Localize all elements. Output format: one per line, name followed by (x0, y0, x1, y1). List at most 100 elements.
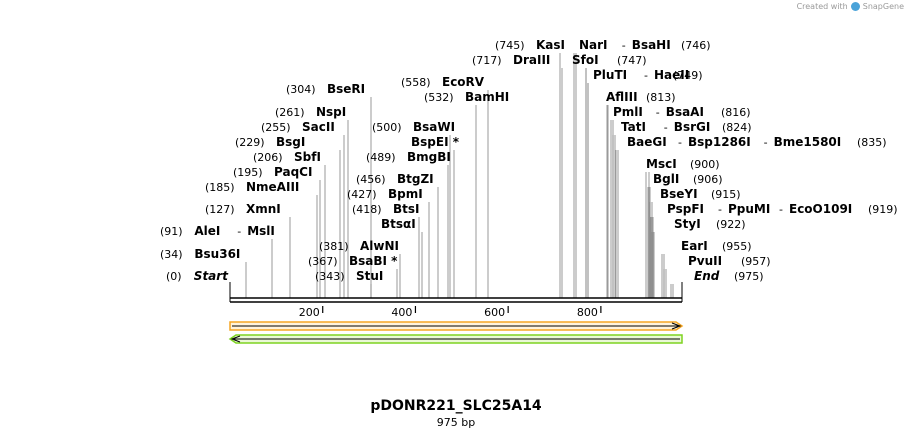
site-label: (922) (716, 218, 746, 231)
site-position: (304) (286, 83, 316, 96)
site-label: BaeGI - Bsp1286I - Bme1580I (627, 135, 841, 149)
name-separator: - (764, 136, 768, 149)
site-position: (343) (315, 270, 345, 283)
site-label: NarI - BsaHI (579, 38, 671, 52)
site-label: (906) (693, 173, 723, 186)
enzyme-name: BpmI (388, 187, 423, 201)
site-position: (91) (160, 225, 183, 238)
enzyme-name: SacII (302, 120, 335, 134)
site-position: (206) (253, 151, 283, 164)
enzyme-name: PmlI (613, 105, 643, 119)
enzyme-name: BsaWI (413, 120, 455, 134)
enzyme-name: AlwNI (360, 239, 399, 253)
site-label: (229) BsgI (235, 135, 305, 149)
site-label: (185) NmeAIII (205, 180, 299, 194)
site-position: (185) (205, 181, 235, 194)
site-position: (745) (495, 39, 525, 52)
site-label: (813) (646, 91, 676, 104)
enzyme-name: PpuMI (728, 202, 770, 216)
orange-feature-head (671, 322, 682, 330)
site-label: (749) (673, 69, 703, 82)
site-label: (955) (722, 240, 752, 253)
enzyme-name: PaqCI (274, 165, 312, 179)
site-position: (229) (235, 136, 265, 149)
site-label: PvuII (688, 254, 722, 268)
enzyme-name: EcoRV (442, 75, 485, 89)
enzyme-name: PspFI (667, 202, 704, 216)
site-label: (127) XmnI (205, 202, 281, 216)
site-position: (906) (693, 173, 723, 186)
site-position: (922) (716, 218, 746, 231)
enzyme-name: BtgZI (397, 172, 434, 186)
site-label: StyI (674, 217, 701, 231)
site-label: (91) AleI - MslI (160, 224, 275, 238)
enzyme-name: BamHI (465, 90, 509, 104)
enzyme-name: Bsu36I (194, 247, 240, 261)
site-position: (34) (160, 248, 183, 261)
site-label: (717) DraIII (472, 53, 550, 67)
enzyme-name: NmeAIII (246, 180, 299, 194)
enzyme-name: AflIII (606, 90, 638, 104)
site-position: (957) (741, 255, 771, 268)
site-label: (746) (681, 39, 711, 52)
name-separator: - (644, 69, 648, 82)
site-position: (747) (617, 54, 647, 67)
site-position: (824) (722, 121, 752, 134)
axis-tick-label: 200 (299, 306, 320, 319)
site-label: PmlI - BsaAI (613, 105, 704, 119)
axis-tick-label: 400 (391, 306, 412, 319)
map-length: 975 bp (436, 416, 476, 429)
enzyme-name: BseRI (327, 82, 365, 96)
name-separator: - (656, 106, 660, 119)
site-position: (489) (366, 151, 396, 164)
site-label: (343) StuI (315, 269, 383, 283)
enzyme-name: Bme1580I (774, 135, 842, 149)
enzyme-name: BtsI (393, 202, 420, 216)
enzyme-name: NarI (579, 38, 608, 52)
site-position: (919) (868, 203, 898, 216)
enzyme-name: BsaBI * (349, 254, 398, 268)
site-label: PspFI - PpuMI - EcoO109I (667, 202, 852, 216)
site-position: (456) (356, 173, 386, 186)
site-label: (0) Start (166, 269, 229, 283)
enzyme-name: Start (194, 269, 229, 283)
site-position: (532) (424, 91, 454, 104)
site-position: (261) (275, 106, 305, 119)
site-label: BtsαI (381, 217, 416, 231)
credit-text: Created with (796, 2, 848, 11)
enzyme-name: SfoI (572, 53, 599, 67)
site-label: (418) BtsI (352, 202, 420, 216)
name-separator: - (718, 203, 722, 216)
site-label: (532) BamHI (424, 90, 509, 104)
site-position: (418) (352, 203, 382, 216)
site-position: (835) (857, 136, 887, 149)
credit-brand: SnapGene (862, 2, 904, 11)
site-position: (915) (711, 188, 741, 201)
name-separator: - (237, 225, 241, 238)
enzyme-name: BsaAI (666, 105, 704, 119)
site-label: (489) BmgBI (366, 150, 451, 164)
site-label: (261) NspI (275, 105, 346, 119)
site-label: TatI - BsrGI (621, 120, 710, 134)
site-label: (747) (617, 54, 647, 67)
site-position: (746) (681, 39, 711, 52)
enzyme-name: XmnI (246, 202, 281, 216)
enzyme-name: StyI (674, 217, 701, 231)
enzyme-name: BaeGI (627, 135, 667, 149)
site-position: (381) (319, 240, 349, 253)
site-label: (456) BtgZI (356, 172, 434, 186)
site-label: (816) (721, 106, 751, 119)
enzyme-name: BtsαI (381, 217, 416, 231)
site-label: EarI (681, 239, 708, 253)
site-label: (915) (711, 188, 741, 201)
enzyme-name: NspI (316, 105, 346, 119)
enzyme-name: SbfI (294, 150, 321, 164)
enzyme-name: BglI (653, 172, 679, 186)
enzyme-name: StuI (356, 269, 383, 283)
site-label: (206) SbfI (253, 150, 321, 164)
site-label: MscI (646, 157, 677, 171)
site-label: End (694, 269, 720, 283)
site-label: (427) BpmI (347, 187, 423, 201)
enzyme-name: BsgI (276, 135, 305, 149)
